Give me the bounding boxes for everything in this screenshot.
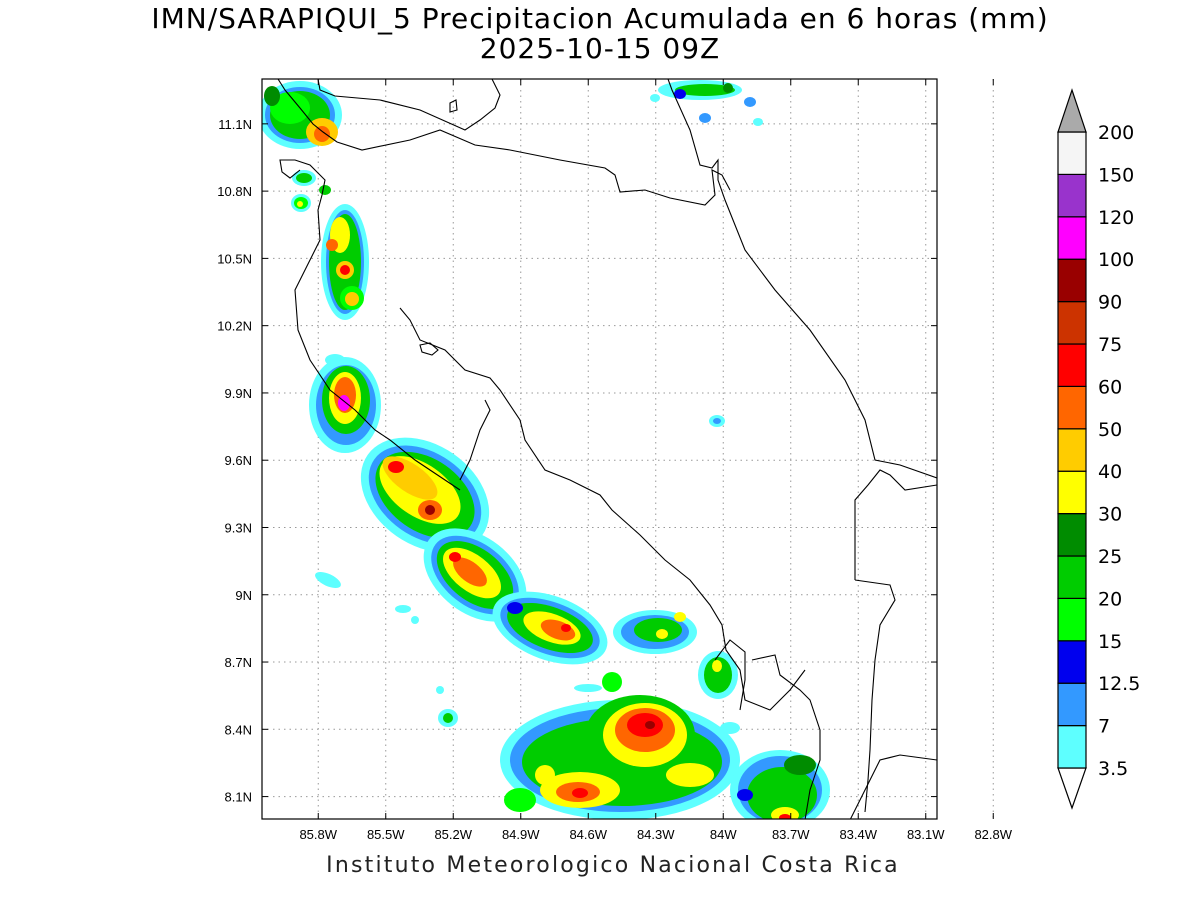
- lat-tick-label: 10.8N: [217, 184, 252, 199]
- lat-tick-label: 11.1N: [218, 117, 252, 132]
- axis-labels: 85.8W 85.5W 85.2W 84.9W 84.6W 84.3W 84W 83.7W 83…: [217, 117, 1012, 842]
- rain-cell: [730, 750, 830, 819]
- rain-cell: [492, 591, 608, 665]
- map-datetime: 2025-10-15 09Z: [479, 32, 721, 65]
- lat-tick-label: 10.5N: [217, 251, 252, 266]
- colorbar-swatch: [1057, 470, 1087, 515]
- colorbar-lower-arrow: [1057, 767, 1087, 810]
- lon-tick-label: 83.1W: [907, 827, 945, 842]
- colorbar-level-label: 40: [1098, 461, 1122, 483]
- axis-ticks: [262, 79, 994, 819]
- coastline: [854, 469, 937, 580]
- colorbar-swatch: [1057, 173, 1087, 218]
- precipitation-field: [262, 80, 830, 819]
- coastline: [459, 399, 491, 481]
- colorbar-level-label: 20: [1098, 588, 1122, 610]
- lat-tick-label: 9.6N: [225, 453, 252, 468]
- coastline: [449, 99, 458, 113]
- coastline: [317, 79, 501, 131]
- footer-credit: Instituto Meteorologico Nacional Costa R…: [326, 853, 900, 878]
- coastline: [667, 79, 937, 479]
- coastline: [419, 342, 439, 356]
- colorbar-level-label: 150: [1098, 164, 1134, 186]
- colorbar-level-label: 60: [1098, 376, 1122, 398]
- lon-tick-label: 84.6W: [569, 827, 607, 842]
- colorbar-level-label: 75: [1098, 334, 1122, 356]
- lon-tick-label: 84.9W: [502, 827, 540, 842]
- lat-tick-label: 10.2N: [217, 319, 252, 334]
- coastline-borders: [277, 79, 937, 819]
- rain-cell: [291, 170, 331, 212]
- lon-tick-label: 83.7W: [772, 827, 810, 842]
- colorbar-swatch: [1057, 216, 1087, 260]
- colorbar-level-label: 50: [1098, 419, 1122, 441]
- lat-tick-label: 9.3N: [225, 520, 252, 535]
- colorbar-swatch: [1057, 682, 1087, 727]
- lon-tick-label: 83.4W: [839, 827, 877, 842]
- rain-cell: [262, 81, 342, 149]
- rain-cell: [315, 571, 740, 734]
- rain-cell: [613, 610, 697, 654]
- colorbar-swatch: [1057, 428, 1087, 472]
- lon-tick-label: 85.2W: [434, 827, 472, 842]
- colorbar-swatch: [1057, 640, 1087, 684]
- coastline: [751, 654, 821, 819]
- rain-cell: [698, 651, 738, 699]
- rain-cell: [321, 204, 369, 320]
- colorbar-level-label: 3.5: [1098, 758, 1128, 780]
- colorbar-level-label: 30: [1098, 504, 1122, 526]
- colorbar-swatch: [1057, 258, 1087, 303]
- lon-tick-label: 85.5W: [367, 827, 405, 842]
- lat-tick-label: 8.7N: [225, 655, 252, 670]
- colorbar-swatch: [1057, 513, 1087, 557]
- map-title: IMN/SARAPIQUI_5 Precipitacion Acumulada …: [151, 2, 1049, 35]
- map-frame: [261, 78, 938, 820]
- colorbar-boxes: [1057, 88, 1087, 810]
- rain-cell: [309, 354, 381, 453]
- rain-cell: [500, 672, 740, 819]
- lon-tick-label: 84.3W: [637, 827, 675, 842]
- colorbar-swatch: [1057, 301, 1087, 345]
- colorbar-labels: 3.5 7 12.5 15 20 25 30 40 50 60 75 90 100 120 150 200: [1098, 122, 1140, 780]
- colorbar-swatch: [1057, 724, 1087, 769]
- colorbar-swatch: [1057, 555, 1087, 600]
- coastline: [854, 579, 896, 813]
- coastline: [849, 754, 937, 819]
- colorbar-level-label: 15: [1098, 631, 1122, 653]
- colorbar-level-label: 12.5: [1098, 673, 1140, 695]
- colorbar-swatch: [1057, 597, 1087, 642]
- colorbar-swatch: [1057, 131, 1087, 176]
- colorbar-level-label: 7: [1098, 716, 1110, 738]
- colorbar-level-label: 120: [1098, 207, 1134, 229]
- lat-tick-label: 9.9N: [225, 386, 252, 401]
- colorbar-level-label: 90: [1098, 292, 1122, 314]
- rain-cell: [709, 415, 725, 427]
- coastline: [279, 159, 461, 491]
- lon-tick-label: 84W: [710, 827, 737, 842]
- colorbar-level-label: 25: [1098, 546, 1122, 568]
- lon-tick-label: 82.8W: [974, 827, 1012, 842]
- colorbar-upper-arrow: [1057, 88, 1087, 133]
- rain-cell: [360, 437, 490, 553]
- lon-tick-label: 85.8W: [299, 827, 337, 842]
- lat-tick-label: 8.4N: [225, 722, 252, 737]
- colorbar-swatch: [1057, 385, 1087, 430]
- colorbar-level-label: 200: [1098, 122, 1134, 144]
- precipitation-map: 85.8W 85.5W 85.2W 84.9W 84.6W 84.3W 84W 83.7W 83…: [217, 78, 1013, 842]
- colorbar-swatch: [1057, 343, 1087, 388]
- coastline: [399, 307, 806, 711]
- coastline: [277, 79, 731, 206]
- rain-cell: [650, 80, 763, 126]
- rain-cell: [423, 528, 527, 622]
- precipitation-colorbar: 3.5 7 12.5 15 20 25 30 40 50 60 75 90 100 120 150 200: [1057, 88, 1140, 810]
- lat-tick-label: 9N: [235, 588, 252, 603]
- colorbar-level-label: 100: [1098, 249, 1134, 271]
- lat-tick-label: 8.1N: [225, 790, 252, 805]
- coastline: [714, 639, 746, 711]
